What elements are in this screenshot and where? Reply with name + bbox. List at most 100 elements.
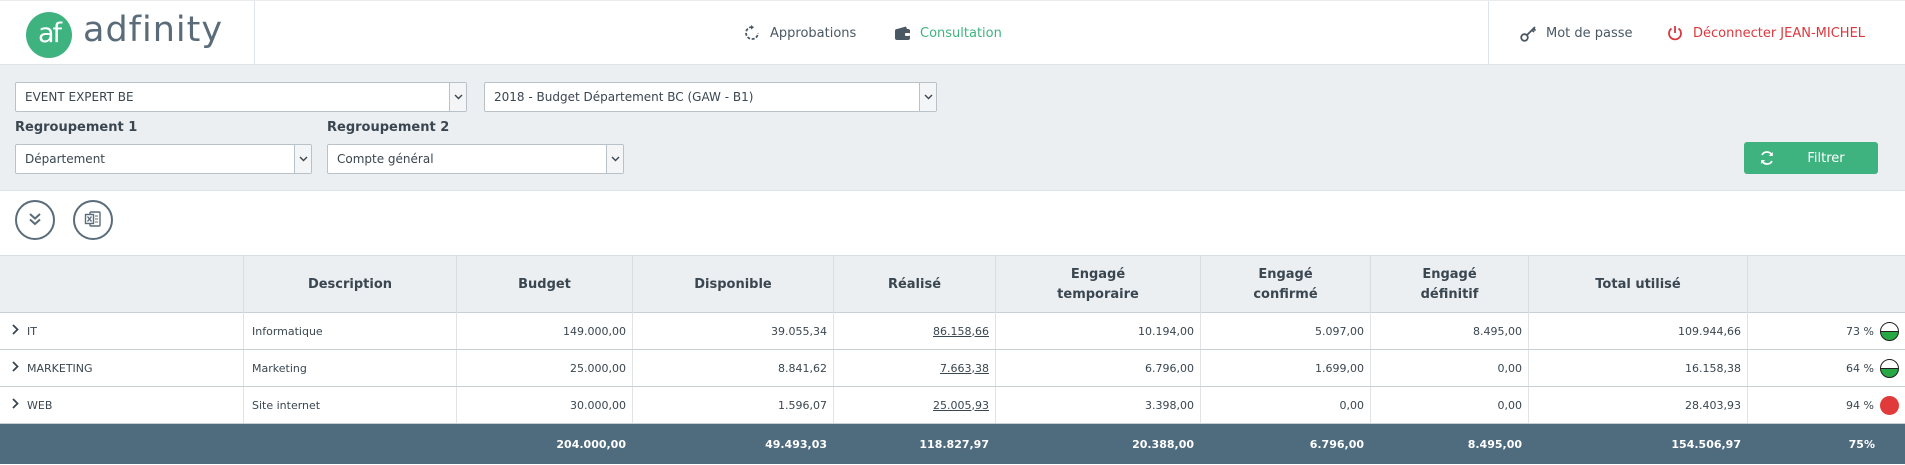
total-utilise: 154.506,97 (1671, 437, 1741, 451)
row-budget: 149.000,00 (456, 313, 632, 349)
total-budget: 204.000,00 (556, 437, 626, 451)
group1-label: Regroupement 1 (15, 120, 138, 135)
row-engage-confirme: 1.699,00 (1200, 350, 1370, 386)
row-percentage: 94 % (1747, 387, 1905, 423)
header-budget[interactable]: Budget (456, 256, 632, 313)
nav-consultation-label: Consultation (920, 25, 1002, 41)
filter-button[interactable]: Filtrer (1744, 142, 1878, 174)
header-engage-confirme-line2: confirmé (1253, 286, 1318, 302)
row-code-label: WEB (27, 398, 53, 412)
header-code (0, 256, 243, 313)
row-budget: 25.000,00 (456, 350, 632, 386)
total-engage-temporaire: 20.388,00 (1132, 437, 1194, 451)
table-row[interactable]: MARKETING Marketing 25.000,00 8.841,62 7… (0, 350, 1905, 387)
filter-button-label: Filtrer (1807, 150, 1845, 166)
group2-select[interactable]: Compte général (327, 144, 624, 174)
row-disponible: 8.841,62 (632, 350, 833, 386)
company-select[interactable]: EVENT EXPERT BE (15, 82, 467, 112)
header-disponible[interactable]: Disponible (632, 256, 833, 313)
total-disponible: 49.493,03 (765, 437, 827, 451)
row-engage-temporaire: 6.796,00 (995, 350, 1200, 386)
chevron-right-icon[interactable] (12, 324, 19, 338)
company-select-value: EVENT EXPERT BE (25, 90, 134, 104)
header-engage-temporaire-line1: Engagé (1070, 266, 1126, 282)
table-row[interactable]: WEB Site internet 30.000,00 1.596,07 25.… (0, 387, 1905, 424)
password-link[interactable]: Mot de passe (1519, 24, 1633, 42)
logout-label: Déconnecter JEAN-MICHEL (1693, 25, 1866, 41)
total-engage-confirme: 6.796,00 (1309, 437, 1364, 451)
group1-select-value: Département (25, 152, 105, 166)
logout-link[interactable]: Déconnecter JEAN-MICHEL (1666, 24, 1865, 42)
row-engage-confirme: 5.097,00 (1200, 313, 1370, 349)
header-divider (1488, 1, 1489, 65)
export-excel-button[interactable] (73, 200, 113, 240)
chevron-down-icon (919, 83, 936, 111)
group1-select[interactable]: Département (15, 144, 312, 174)
row-realise-link[interactable]: 86.158,66 (833, 313, 995, 349)
refresh-icon (743, 24, 761, 42)
header-engage-definitif[interactable]: Engagé définitif (1370, 256, 1528, 313)
row-budget: 30.000,00 (456, 387, 632, 423)
row-code[interactable]: WEB (0, 387, 243, 423)
header-engage-definitif-line2: définitif (1420, 286, 1479, 302)
header-engage-confirme[interactable]: Engagé confirmé (1200, 256, 1370, 313)
nav-approbations-label: Approbations (770, 25, 857, 41)
row-code-label: IT (27, 324, 37, 338)
row-engage-definitif: 0,00 (1370, 350, 1528, 386)
chevron-right-icon[interactable] (12, 398, 19, 412)
row-percentage-value: 64 % (1846, 361, 1874, 375)
chevron-down-icon (606, 145, 623, 173)
row-percentage-value: 94 % (1846, 398, 1874, 412)
row-realise-link[interactable]: 25.005,93 (833, 387, 995, 423)
header-engage-definitif-line1: Engagé (1422, 266, 1477, 282)
table-header: Description Budget Disponible Réalisé En… (0, 255, 1905, 313)
row-engage-definitif: 0,00 (1370, 387, 1528, 423)
header-engage-temporaire[interactable]: Engagé temporaire (995, 256, 1200, 313)
nav-approbations[interactable]: Approbations (743, 24, 856, 42)
header-engage-temporaire-line2: temporaire (1057, 286, 1139, 302)
header-engage-confirme-line1: Engagé (1258, 266, 1313, 282)
group2-label: Regroupement 2 (327, 120, 450, 135)
filter-panel: EVENT EXPERT BE 2018 - Budget Départemen… (0, 65, 1905, 191)
row-description: Informatique (243, 313, 456, 349)
row-realise-link[interactable]: 7.663,38 (833, 350, 995, 386)
expand-all-button[interactable] (15, 200, 55, 240)
header-description[interactable]: Description (243, 256, 456, 313)
password-label: Mot de passe (1546, 25, 1633, 41)
row-total-utilise: 28.403,93 (1528, 387, 1747, 423)
row-code[interactable]: MARKETING (0, 350, 243, 386)
row-code[interactable]: IT (0, 313, 243, 349)
row-percentage-value: 73 % (1846, 324, 1874, 338)
row-engage-temporaire: 3.398,00 (995, 387, 1200, 423)
logo[interactable]: af adfinity (0, 1, 255, 65)
sync-icon (1759, 150, 1775, 170)
chevron-down-icon (449, 83, 466, 111)
budget-select-value: 2018 - Budget Département BC (GAW - B1) (494, 90, 754, 104)
row-percentage: 64 % (1747, 350, 1905, 386)
status-half-green-icon (1880, 321, 1899, 341)
row-total-utilise: 16.158,38 (1528, 350, 1747, 386)
power-icon (1666, 24, 1684, 42)
total-engage-definitif: 8.495,00 (1467, 437, 1522, 451)
row-disponible: 1.596,07 (632, 387, 833, 423)
logo-text: adfinity (83, 10, 224, 50)
row-realise-value: 86.158,66 (933, 324, 989, 338)
total-realise: 118.827,97 (919, 437, 989, 451)
chevron-down-icon (294, 145, 311, 173)
nav-consultation[interactable]: Consultation (893, 24, 1002, 42)
budget-select[interactable]: 2018 - Budget Département BC (GAW - B1) (484, 82, 937, 112)
row-code-label: MARKETING (27, 361, 93, 375)
wallet-icon (893, 24, 911, 42)
top-header: af adfinity Approbations Consultation Mo… (0, 0, 1905, 65)
header-percentage (1747, 256, 1905, 313)
table-totals: 204.000,00 49.493,03 118.827,97 20.388,0… (0, 424, 1905, 464)
row-description: Marketing (243, 350, 456, 386)
chevron-right-icon[interactable] (12, 361, 19, 375)
row-disponible: 39.055,34 (632, 313, 833, 349)
header-total-utilise[interactable]: Total utilisé (1528, 256, 1747, 313)
status-half-green-icon (1880, 358, 1899, 378)
row-engage-temporaire: 10.194,00 (995, 313, 1200, 349)
table-row[interactable]: IT Informatique 149.000,00 39.055,34 86.… (0, 313, 1905, 350)
header-realise[interactable]: Réalisé (833, 256, 995, 313)
key-icon (1519, 24, 1537, 42)
